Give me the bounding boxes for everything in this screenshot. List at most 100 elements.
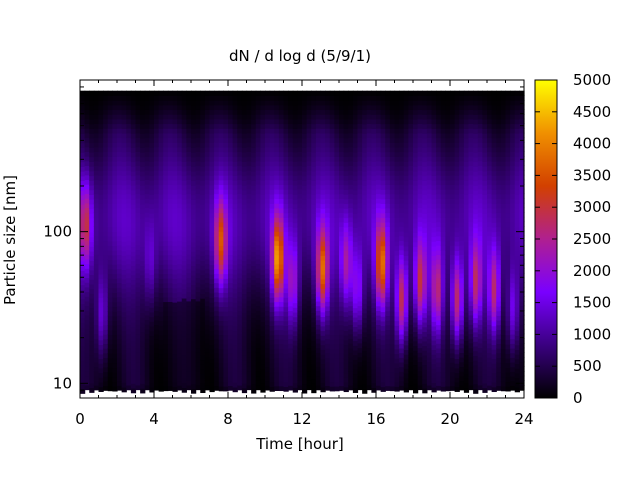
- heatmap-cell: [260, 128, 266, 134]
- heatmap-cell: [274, 114, 280, 120]
- heatmap-cell: [297, 226, 303, 232]
- heatmap-cell: [107, 315, 113, 321]
- heatmap-cell: [84, 151, 90, 157]
- heatmap-cell: [200, 133, 206, 139]
- heatmap-cell: [431, 189, 437, 195]
- heatmap-cell: [177, 380, 183, 386]
- heatmap-cell: [320, 259, 326, 266]
- heatmap-cell: [144, 118, 150, 124]
- heatmap-cell: [348, 263, 354, 269]
- heatmap-cell: [135, 375, 141, 381]
- heatmap-cell: [218, 189, 224, 195]
- heatmap-cell: [306, 165, 312, 171]
- heatmap-cell: [191, 246, 197, 252]
- heatmap-cell: [274, 156, 280, 162]
- heatmap-cell: [204, 216, 211, 223]
- heatmap-cell: [191, 326, 197, 333]
- heatmap-cell: [265, 95, 271, 101]
- heatmap-cell: [329, 273, 335, 279]
- heatmap-cell: [292, 114, 298, 120]
- heatmap-cell: [366, 207, 372, 213]
- heatmap-cell: [431, 227, 437, 233]
- heatmap-cell: [352, 321, 359, 327]
- heatmap-cell: [144, 226, 150, 232]
- heatmap-cell: [380, 226, 386, 233]
- heatmap-cell: [154, 338, 160, 344]
- heatmap-cell: [269, 109, 275, 115]
- heatmap-cell: [394, 325, 400, 331]
- heatmap-cell: [255, 347, 261, 353]
- heatmap-cell: [241, 119, 248, 125]
- heatmap-cell: [352, 128, 359, 134]
- heatmap-cell: [186, 104, 192, 110]
- heatmap-cell: [186, 282, 192, 288]
- heatmap-cell: [255, 114, 261, 120]
- heatmap-cell: [426, 235, 433, 241]
- heatmap-cell: [186, 300, 192, 307]
- heatmap-cell: [292, 382, 298, 388]
- heatmap-cell: [274, 366, 280, 373]
- heatmap-cell: [186, 254, 192, 260]
- heatmap-cell: [204, 347, 211, 353]
- heatmap-cell: [352, 345, 359, 351]
- heatmap-cell: [269, 330, 275, 336]
- heatmap-cell: [371, 213, 377, 219]
- heatmap-cell: [403, 283, 409, 289]
- heatmap-cell: [140, 109, 146, 115]
- heatmap-cell: [140, 378, 146, 384]
- heatmap-cell: [269, 297, 275, 303]
- heatmap-cell: [228, 179, 234, 185]
- heatmap-cell: [362, 360, 368, 366]
- heatmap-cell: [232, 217, 238, 223]
- heatmap-cell: [140, 265, 146, 271]
- heatmap-cell: [297, 207, 303, 213]
- heatmap-cell: [209, 189, 215, 195]
- heatmap-cell: [417, 118, 423, 124]
- heatmap-cell: [436, 366, 442, 372]
- heatmap-cell: [422, 147, 428, 153]
- heatmap-cell: [343, 339, 349, 346]
- heatmap-cell: [204, 128, 211, 134]
- heatmap-cell: [149, 227, 155, 233]
- heatmap-cell: [112, 137, 118, 143]
- heatmap-cell: [315, 375, 322, 381]
- heatmap-cell: [107, 212, 113, 218]
- heatmap-cell: [204, 254, 211, 260]
- heatmap-cell: [103, 362, 109, 368]
- heatmap-cell: [297, 202, 303, 209]
- heatmap-cell: [98, 222, 104, 228]
- heatmap-cell: [140, 331, 146, 337]
- heatmap-cell: [306, 366, 312, 372]
- heatmap-cell: [348, 347, 354, 353]
- heatmap-cell: [436, 324, 442, 330]
- heatmap-cell: [218, 198, 224, 204]
- heatmap-cell: [121, 372, 127, 379]
- heatmap-cell: [84, 258, 90, 265]
- heatmap-cell: [366, 123, 372, 129]
- heatmap-cell: [431, 372, 437, 379]
- heatmap-cell: [80, 204, 86, 210]
- heatmap-cell: [274, 259, 280, 265]
- heatmap-cell: [172, 184, 178, 190]
- heatmap-cell: [339, 324, 345, 330]
- heatmap-cell: [172, 165, 178, 172]
- heatmap-cell: [149, 377, 155, 384]
- heatmap-cell: [269, 283, 275, 289]
- heatmap-cell: [278, 348, 285, 354]
- heatmap-cell: [200, 298, 206, 304]
- heatmap-cell: [343, 283, 349, 289]
- heatmap-cell: [352, 302, 359, 309]
- heatmap-cell: [191, 360, 197, 366]
- heatmap-cell: [325, 268, 331, 274]
- heatmap-cell: [311, 345, 317, 351]
- heatmap-cell: [385, 268, 391, 274]
- heatmap-cell: [274, 217, 280, 223]
- heatmap-cell: [431, 194, 437, 200]
- heatmap-cell: [154, 263, 160, 269]
- heatmap-cell: [237, 123, 243, 129]
- heatmap-cell: [274, 240, 280, 246]
- heatmap-cell: [288, 142, 294, 148]
- heatmap-cell: [436, 104, 442, 111]
- heatmap-cell: [154, 193, 160, 199]
- heatmap-cell: [306, 244, 312, 251]
